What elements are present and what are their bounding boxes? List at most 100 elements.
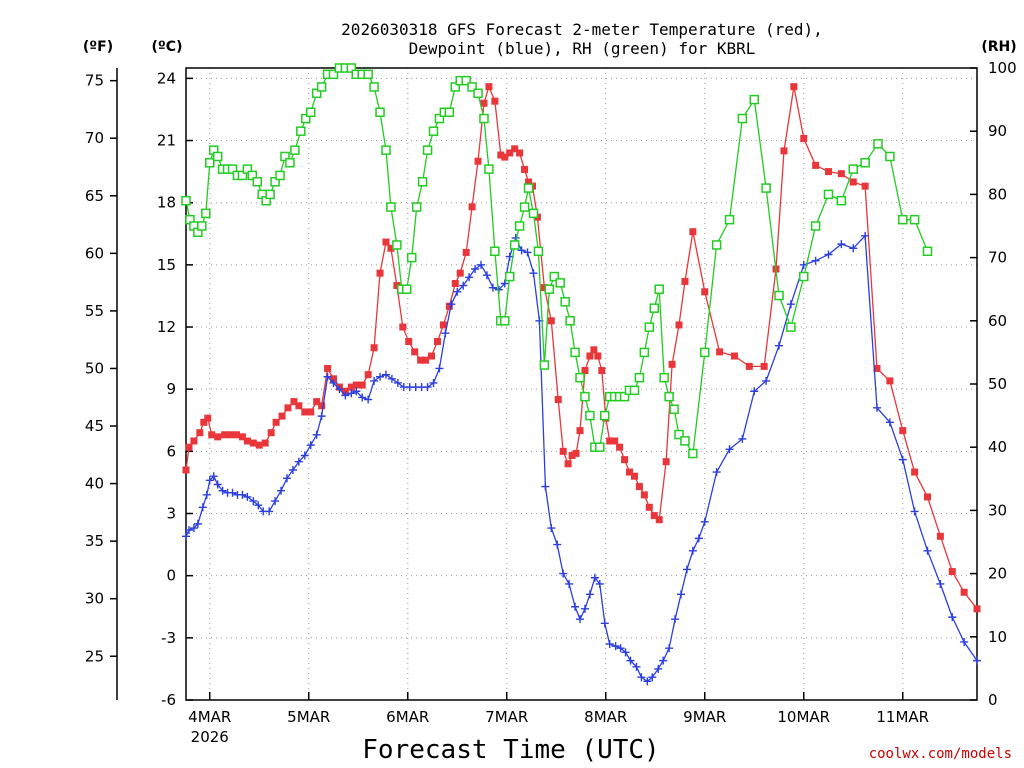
fahrenheit-tick-label: 60	[85, 244, 104, 262]
data-point	[923, 546, 932, 555]
data-point	[528, 208, 539, 219]
rh-tick-label: 100	[988, 59, 1017, 77]
data-point	[700, 347, 710, 358]
data-point	[936, 532, 944, 540]
data-point	[655, 516, 663, 524]
data-point	[836, 195, 847, 206]
data-point	[711, 240, 722, 250]
data-point	[376, 269, 384, 277]
gridlines	[186, 68, 977, 700]
data-point	[580, 391, 590, 402]
data-point	[873, 403, 882, 412]
data-point	[547, 317, 555, 325]
data-point	[936, 579, 945, 588]
data-point	[392, 240, 402, 250]
fahrenheit-tick-label: 35	[85, 532, 104, 550]
data-point	[370, 344, 378, 352]
data-point	[600, 410, 610, 421]
data-point	[645, 503, 653, 511]
data-point	[405, 338, 413, 346]
data-point	[694, 534, 703, 543]
rh-tick-label: 70	[988, 249, 1007, 267]
data-point	[626, 656, 635, 665]
data-point	[662, 458, 670, 466]
data-point	[323, 372, 332, 381]
data-point	[284, 404, 292, 412]
data-point	[811, 256, 820, 265]
fahrenheit-tick-label: 50	[85, 359, 104, 377]
data-point	[616, 644, 625, 653]
data-point	[205, 476, 214, 485]
data-point	[523, 183, 534, 193]
data-point	[575, 372, 585, 383]
data-point	[358, 393, 367, 402]
data-point	[598, 367, 606, 375]
data-point	[301, 113, 311, 124]
data-point	[252, 177, 263, 187]
data-point	[352, 387, 361, 396]
rh-unit-label: (RH)	[981, 39, 1016, 55]
data-point	[387, 244, 395, 252]
data-point	[812, 161, 820, 169]
data-point	[196, 429, 204, 437]
data-point	[500, 279, 509, 288]
data-point	[417, 177, 428, 187]
data-point	[317, 412, 326, 421]
data-point	[280, 151, 290, 162]
data-point	[261, 439, 269, 447]
data-point	[560, 297, 570, 307]
data-point	[675, 321, 683, 329]
data-point	[654, 664, 663, 673]
data-point	[547, 524, 556, 533]
x-tick-label: 5MAR	[287, 708, 330, 726]
data-point	[295, 402, 303, 410]
data-point	[406, 252, 417, 263]
data-point	[576, 615, 585, 624]
data-point	[716, 348, 724, 356]
data-point	[228, 488, 237, 497]
data-point	[242, 164, 253, 174]
data-point	[451, 280, 459, 288]
data-point	[185, 443, 193, 451]
data-point	[184, 526, 193, 535]
data-point	[521, 166, 529, 174]
celsius-tick-label: 0	[166, 567, 176, 585]
data-point	[948, 613, 957, 622]
data-point	[529, 269, 538, 278]
data-point	[810, 221, 821, 231]
data-point	[799, 271, 809, 282]
data-point	[540, 284, 548, 292]
data-point	[341, 387, 349, 395]
data-point	[433, 338, 441, 346]
data-point	[594, 352, 602, 360]
data-point	[428, 126, 439, 136]
data-point	[456, 269, 464, 277]
data-point	[909, 214, 920, 225]
fahrenheit-unit-label: (ºF)	[83, 39, 113, 55]
data-point	[635, 483, 643, 491]
series-dewpoint	[182, 231, 981, 686]
data-point	[682, 565, 691, 574]
data-point	[590, 346, 598, 354]
series-rh	[181, 63, 933, 459]
data-point	[654, 284, 664, 294]
data-point	[570, 347, 580, 358]
celsius-tick-label: 18	[157, 194, 176, 212]
data-point	[290, 145, 300, 155]
data-point	[559, 447, 567, 455]
data-point	[423, 383, 432, 392]
data-point	[364, 371, 372, 379]
data-point	[500, 316, 510, 326]
data-point	[541, 482, 550, 491]
data-point	[640, 491, 648, 499]
x-tick-label: 11MAR	[876, 708, 929, 726]
data-point	[960, 588, 968, 596]
data-point	[214, 433, 222, 441]
data-point	[595, 579, 604, 588]
data-point	[205, 158, 215, 168]
data-point	[898, 214, 908, 225]
data-point	[491, 97, 499, 105]
data-point	[648, 673, 657, 682]
data-point	[462, 248, 470, 256]
data-point	[581, 367, 589, 375]
